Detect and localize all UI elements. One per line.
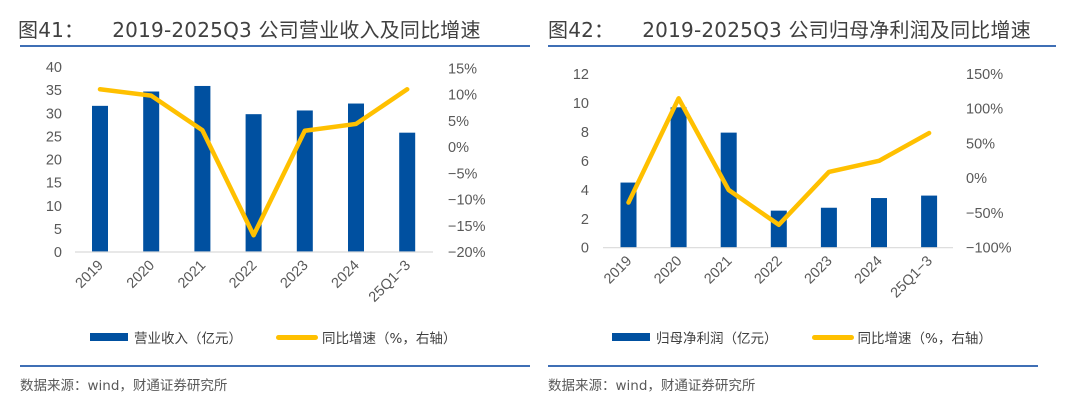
footer-divider [548, 365, 1038, 367]
x-tick-label: 2020 [651, 253, 685, 287]
x-tick-label: 25Q1−3 [888, 253, 936, 301]
legend-item-line: 同比增速（%，右轴） [276, 327, 456, 347]
x-tick-label: 2021 [701, 253, 735, 287]
source-note: 数据来源：wind，财通证券研究所 [20, 378, 228, 394]
y2-tick-label: −20% [448, 245, 486, 261]
legend-label: 同比增速（%，右轴） [857, 331, 992, 347]
figure-number: 图41： [18, 18, 85, 42]
y-tick-label: 12 [573, 67, 589, 83]
bar [670, 107, 687, 248]
y-tick-label: 2 [581, 212, 589, 228]
x-tick-label: 2022 [226, 258, 260, 292]
y2-tick-label: −10% [448, 193, 486, 209]
x-tick-label: 2022 [751, 253, 785, 287]
chart1-title: 图41： 2019-2025Q3 公司营业收入及同比增速 [18, 14, 481, 43]
legend-item-bar: 归母净利润（亿元） [612, 327, 778, 347]
title-text: 2019-2025Q3 公司归母净利润及同比增速 [642, 18, 1031, 42]
bar [820, 207, 837, 248]
x-tick-label: 2019 [601, 253, 635, 287]
y-tick-label: 10 [573, 96, 589, 112]
y2-tick-label: 50% [966, 136, 995, 152]
x-tick-label: 2019 [73, 258, 107, 292]
y-tick-label: 10 [46, 199, 62, 215]
x-tick-label: 2024 [329, 258, 363, 292]
source-note: 数据来源：wind，财通证券研究所 [548, 378, 756, 394]
y2-tick-label: 100% [966, 102, 1003, 118]
y-tick-label: 40 [46, 60, 62, 76]
chart1-legend: 营业收入（亿元） 同比增速（%，右轴） [90, 327, 490, 347]
bar [399, 132, 416, 252]
y-tick-label: 30 [46, 106, 62, 122]
y-tick-label: 25 [46, 129, 62, 145]
bar [194, 85, 211, 253]
y-tick-label: 15 [46, 176, 62, 192]
y2-tick-label: 15% [448, 61, 477, 77]
y-tick-label: 35 [46, 83, 62, 99]
title-divider [20, 45, 530, 47]
line-swatch [811, 334, 854, 340]
y-tick-label: 0 [54, 245, 62, 261]
y-tick-label: 6 [581, 154, 589, 170]
figure-number: 图42： [548, 18, 615, 42]
x-tick-label: 2020 [124, 258, 158, 292]
title-divider [548, 45, 1056, 47]
bar [92, 105, 108, 252]
y-tick-label: 5 [54, 222, 62, 238]
bar-swatch [90, 333, 128, 341]
line-swatch [276, 334, 318, 340]
bar [921, 195, 938, 248]
legend-item-bar: 营业收入（亿元） [90, 327, 242, 347]
legend-item-line: 同比增速（%，右轴） [811, 327, 992, 347]
y2-tick-label: 150% [966, 67, 1003, 83]
bar [245, 114, 262, 252]
y2-tick-label: 0% [448, 140, 469, 156]
legend-label: 同比增速（%，右轴） [322, 331, 457, 347]
footer-divider [20, 365, 530, 367]
y2-tick-label: −50% [966, 206, 1004, 222]
chart2-legend: 归母净利润（亿元） 同比增速（%，右轴） [612, 327, 1026, 347]
legend-label: 营业收入（亿元） [134, 331, 242, 347]
y2-tick-label: −5% [448, 166, 478, 182]
x-tick-label: 2021 [175, 258, 209, 292]
y2-tick-label: −100% [966, 241, 1012, 257]
y2-tick-label: 10% [448, 88, 477, 104]
x-tick-label: 25Q1−3 [366, 258, 414, 306]
y2-tick-label: 0% [966, 171, 987, 187]
y2-tick-label: 5% [448, 114, 469, 130]
title-text: 2019-2025Q3 公司营业收入及同比增速 [112, 18, 481, 42]
x-tick-label: 2024 [852, 253, 886, 287]
y-tick-label: 20 [46, 153, 62, 169]
y-tick-label: 0 [581, 241, 589, 257]
y-tick-label: 8 [581, 125, 589, 141]
y2-tick-label: −15% [448, 219, 486, 235]
bar [143, 91, 160, 252]
chart2-title: 图42： 2019-2025Q3 公司归母净利润及同比增速 [548, 14, 1031, 43]
x-tick-label: 2023 [802, 253, 836, 287]
bar [296, 110, 313, 252]
bar [871, 198, 887, 248]
bar-swatch [612, 333, 650, 341]
y-tick-label: 4 [581, 183, 589, 199]
legend-label: 归母净利润（亿元） [656, 331, 778, 347]
x-tick-label: 2023 [277, 258, 311, 292]
bar [348, 103, 364, 252]
